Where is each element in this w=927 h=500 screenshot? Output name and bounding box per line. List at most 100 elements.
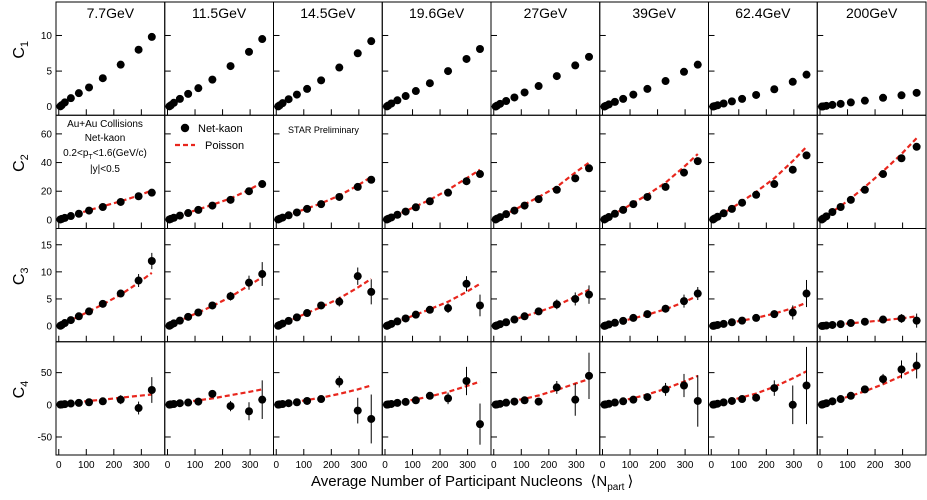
data-point	[912, 316, 921, 325]
data-point	[292, 313, 301, 322]
energy-label: 39GeV	[632, 5, 676, 21]
data-point	[208, 201, 217, 210]
panel-frame	[55, 228, 166, 343]
data-point	[713, 399, 722, 408]
x-tick-label: 100	[187, 460, 204, 471]
data-point	[134, 192, 143, 201]
panel-r2-c4	[381, 114, 492, 229]
data-point	[66, 212, 75, 221]
data-point	[116, 395, 125, 404]
data-point	[244, 278, 253, 287]
x-tick-label: 0	[817, 460, 823, 471]
y-tick-label: 50	[41, 368, 53, 379]
data-point	[284, 399, 293, 408]
data-point	[629, 395, 638, 404]
data-point	[846, 391, 855, 400]
data-point	[496, 320, 505, 329]
panel-r2-c6	[599, 114, 709, 229]
data-point	[661, 304, 670, 313]
data-point	[353, 182, 362, 191]
data-point	[802, 381, 811, 390]
panel-r2-c5	[490, 114, 601, 229]
panel-r2-c8	[816, 114, 927, 229]
data-point	[552, 185, 561, 194]
data-point	[444, 304, 453, 313]
data-point	[134, 276, 143, 285]
data-point	[184, 209, 193, 218]
y-tick-label: 10	[41, 267, 53, 278]
panel-r1-c3: 14.5GeV	[273, 1, 383, 116]
data-point	[752, 90, 761, 99]
y-axis-label-row-1: C1	[11, 41, 31, 59]
data-point	[788, 308, 797, 317]
panel-r3-c4	[381, 228, 492, 343]
data-point	[317, 200, 326, 209]
x-tick-label: 300	[351, 460, 368, 471]
data-point	[610, 318, 619, 327]
x-tick-label: 100	[404, 460, 421, 471]
data-point	[643, 84, 652, 93]
data-point	[643, 310, 652, 319]
data-point	[367, 287, 376, 296]
data-point	[317, 395, 326, 404]
data-point	[828, 320, 837, 329]
data-point	[278, 99, 287, 108]
panel-frame	[599, 341, 709, 456]
data-point	[303, 396, 312, 405]
data-point	[679, 67, 688, 76]
data-point	[74, 398, 83, 407]
data-point	[534, 307, 543, 316]
x-tick-label: 0	[273, 460, 279, 471]
data-point	[719, 209, 728, 218]
data-point	[226, 292, 235, 301]
x-tick-label: 300	[786, 460, 803, 471]
data-point	[258, 395, 267, 404]
x-tick-label: 0	[382, 460, 388, 471]
panel-r1-c8: 200GeV	[816, 1, 927, 116]
data-point	[897, 314, 906, 323]
x-tick-label: 200	[867, 460, 884, 471]
data-point	[175, 316, 184, 325]
data-point	[292, 208, 301, 217]
energy-label: 27GeV	[524, 5, 568, 21]
x-tick-label: 300	[242, 460, 259, 471]
panel-r2-c1: 0 20 40 60	[41, 114, 166, 229]
data-point	[552, 300, 561, 309]
data-point	[897, 154, 906, 163]
panel-r1-c2: 11.5GeV	[164, 1, 274, 116]
y-axis-label-row-3: C3	[11, 267, 31, 285]
panel-r3-c1: 0 5 10 15	[41, 228, 166, 343]
annotation-collision: Au+Au Collisions	[67, 119, 143, 130]
energy-label: 14.5GeV	[300, 5, 356, 21]
panel-r4-c4: 0 100 200 300	[381, 341, 492, 471]
legend-marker-net-kaon	[180, 123, 190, 133]
data-point	[693, 157, 702, 166]
energy-label: 62.4GeV	[735, 5, 791, 21]
data-point	[184, 89, 193, 98]
data-point	[462, 377, 471, 386]
annotation-pt-range: 0.2<pT<1.6(GeV/c)	[63, 148, 147, 161]
data-point	[752, 313, 761, 322]
data-point	[169, 98, 178, 107]
data-point	[175, 211, 184, 220]
x-tick-label: 100	[730, 460, 747, 471]
data-point	[738, 395, 747, 404]
energy-label: 11.5GeV	[192, 5, 247, 21]
data-point	[116, 60, 125, 69]
data-point	[846, 98, 855, 107]
data-point	[208, 389, 217, 398]
data-point	[367, 175, 376, 184]
data-point	[770, 384, 779, 393]
data-point	[335, 297, 344, 306]
data-point	[74, 209, 83, 218]
data-point	[619, 397, 628, 406]
x-tick-label: 0	[56, 460, 62, 471]
x-tick-label: 200	[105, 460, 122, 471]
data-point	[860, 385, 869, 394]
data-point	[411, 87, 420, 96]
data-point	[502, 318, 511, 327]
data-point	[278, 319, 287, 328]
data-point	[226, 195, 235, 204]
y-tick-label: 20	[41, 187, 53, 198]
